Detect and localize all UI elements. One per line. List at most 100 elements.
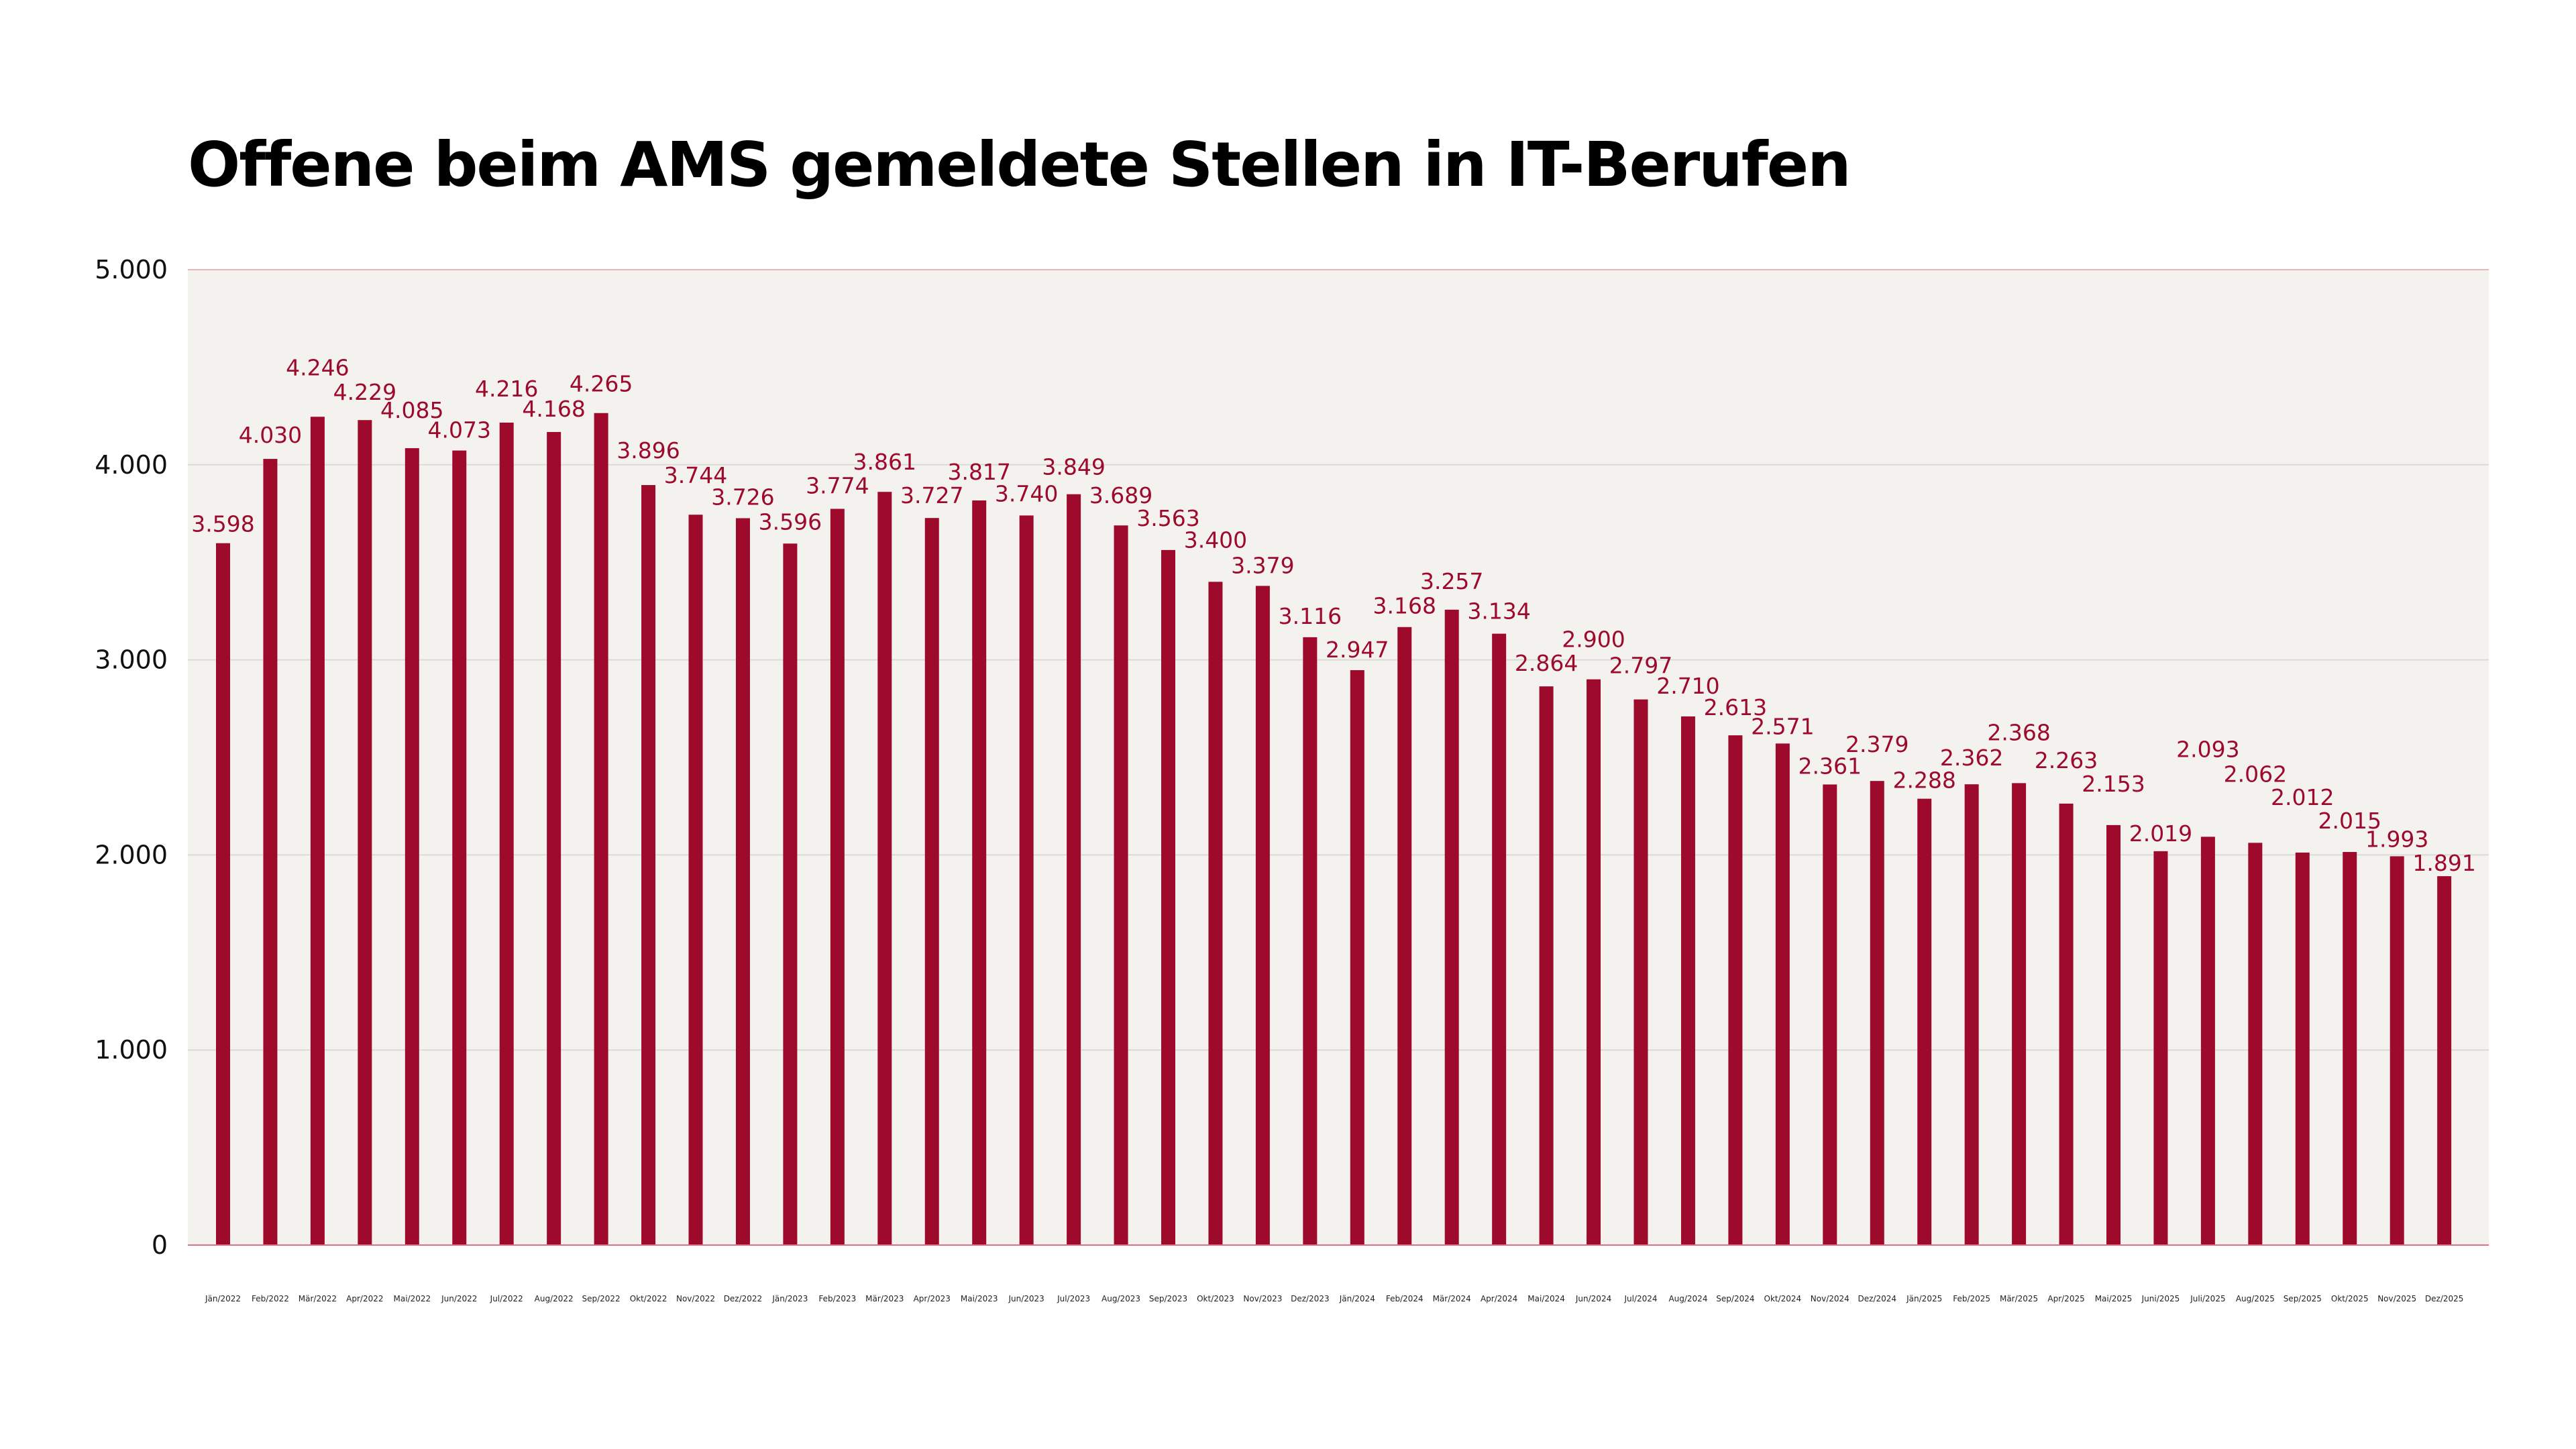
- x-tick-label: Nov/2022: [676, 1294, 715, 1303]
- data-label: 3.726: [711, 484, 774, 510]
- x-tick-label: Juni/2025: [2141, 1294, 2180, 1303]
- x-axis: Jän/2022 Feb/2022 Mär/2022 Apr/2022 Mai/2022…: [205, 1294, 2463, 1303]
- data-label: 2.864: [1515, 650, 1578, 676]
- x-tick-label: Mär/2025: [2000, 1294, 2038, 1303]
- x-tick-label: Okt/2024: [1764, 1294, 1802, 1303]
- bar: [972, 500, 987, 1246]
- bar: [1067, 494, 1081, 1245]
- data-label: 2.379: [1845, 731, 1909, 757]
- x-tick-label: Okt/2025: [2331, 1294, 2369, 1303]
- bar: [783, 543, 798, 1245]
- data-label: 3.116: [1279, 603, 1342, 629]
- data-label: 2.361: [1799, 753, 1862, 779]
- x-tick-label: Apr/2025: [2047, 1294, 2084, 1303]
- bar: [2390, 856, 2404, 1245]
- bar: [405, 448, 419, 1245]
- bar: [1161, 549, 1175, 1245]
- y-tick-label: 2.000: [95, 840, 168, 869]
- data-label: 2.900: [1562, 627, 1625, 653]
- bar: [1870, 781, 1884, 1245]
- data-label: 3.817: [947, 459, 1010, 485]
- data-label: 2.062: [2224, 761, 2287, 787]
- data-label: 2.797: [1609, 653, 1672, 679]
- bar: [641, 485, 656, 1245]
- bar: [1019, 515, 1034, 1246]
- x-tick-label: Feb/2022: [252, 1294, 289, 1303]
- data-label: 3.379: [1231, 552, 1294, 578]
- x-tick-label: Mai/2024: [1527, 1294, 1565, 1303]
- x-tick-label: Dez/2024: [1858, 1294, 1896, 1303]
- data-label: 3.740: [995, 480, 1058, 506]
- data-label: 4.216: [475, 376, 538, 402]
- x-tick-label: Juli/2025: [2190, 1294, 2225, 1303]
- x-tick-label: Dez/2022: [724, 1294, 763, 1303]
- x-tick-label: Mai/2025: [2095, 1294, 2133, 1303]
- data-label: 2.613: [1704, 694, 1767, 720]
- bar: [1587, 679, 1601, 1245]
- bar: [499, 422, 514, 1245]
- x-tick-label: Aug/2023: [1102, 1294, 1140, 1303]
- data-label: 4.085: [380, 397, 443, 423]
- data-label: 2.015: [2318, 808, 2381, 834]
- bar: [1917, 798, 1932, 1245]
- data-label: 3.849: [1042, 454, 1105, 480]
- x-tick-label: Jul/2024: [1623, 1294, 1657, 1303]
- bar: [1397, 627, 1412, 1245]
- x-tick-label: Okt/2023: [1197, 1294, 1234, 1303]
- bar: [1775, 743, 1790, 1245]
- chart-title: Offene beim AMS gemeldete Stellen in IT-…: [188, 129, 1851, 201]
- bar: [2012, 783, 2027, 1245]
- data-label: 3.134: [1467, 598, 1530, 625]
- x-tick-label: Feb/2025: [1953, 1294, 1990, 1303]
- bar: [1964, 784, 1979, 1245]
- data-label: 2.368: [1987, 719, 2050, 745]
- bar: [877, 492, 892, 1245]
- y-tick-label: 3.000: [95, 645, 168, 675]
- x-tick-label: Okt/2022: [630, 1294, 667, 1303]
- x-tick-label: Sep/2022: [582, 1294, 620, 1303]
- x-tick-label: Jul/2023: [1057, 1294, 1090, 1303]
- data-label: 2.710: [1656, 673, 1719, 699]
- x-tick-label: Jän/2023: [771, 1294, 808, 1303]
- data-label: 2.012: [2271, 784, 2334, 810]
- data-label: 3.596: [759, 508, 822, 535]
- data-label: 3.861: [853, 449, 916, 475]
- data-label: 1.993: [2365, 826, 2428, 852]
- x-tick-label: Jun/2023: [1008, 1294, 1044, 1303]
- x-tick-label: Feb/2024: [1386, 1294, 1424, 1303]
- bar: [1633, 699, 1648, 1245]
- data-label: 3.257: [1420, 568, 1483, 594]
- data-label: 4.073: [428, 417, 491, 443]
- bar: [2153, 851, 2168, 1245]
- bars: [216, 413, 2452, 1246]
- x-tick-label: Mär/2022: [299, 1294, 337, 1303]
- x-tick-label: Aug/2025: [2236, 1294, 2275, 1303]
- bar: [1350, 670, 1364, 1245]
- x-tick-label: Sep/2023: [1149, 1294, 1187, 1303]
- bar: [2248, 843, 2263, 1245]
- x-tick-label: Jun/2022: [441, 1294, 477, 1303]
- bar: [452, 450, 467, 1246]
- bar: [1444, 609, 1459, 1245]
- bar: [2106, 824, 2121, 1245]
- bar: [310, 417, 325, 1245]
- data-label: 3.689: [1089, 482, 1152, 508]
- bar: [358, 420, 372, 1245]
- data-label: 2.571: [1751, 713, 1814, 739]
- x-tick-label: Nov/2024: [1811, 1294, 1849, 1303]
- data-label: 3.896: [616, 437, 680, 464]
- x-tick-label: Apr/2022: [346, 1294, 383, 1303]
- bar: [2343, 852, 2357, 1245]
- x-tick-label: Sep/2024: [1716, 1294, 1754, 1303]
- bar: [1114, 525, 1128, 1245]
- bar: [1539, 686, 1554, 1245]
- data-label: 2.288: [1892, 767, 1955, 794]
- bar: [2200, 837, 2215, 1245]
- bar: [1255, 586, 1270, 1245]
- data-label: 3.563: [1136, 505, 1199, 531]
- x-tick-label: Feb/2023: [818, 1294, 856, 1303]
- data-label: 3.598: [191, 511, 254, 537]
- data-label: 1.891: [2412, 850, 2475, 876]
- data-label: 3.744: [664, 462, 727, 488]
